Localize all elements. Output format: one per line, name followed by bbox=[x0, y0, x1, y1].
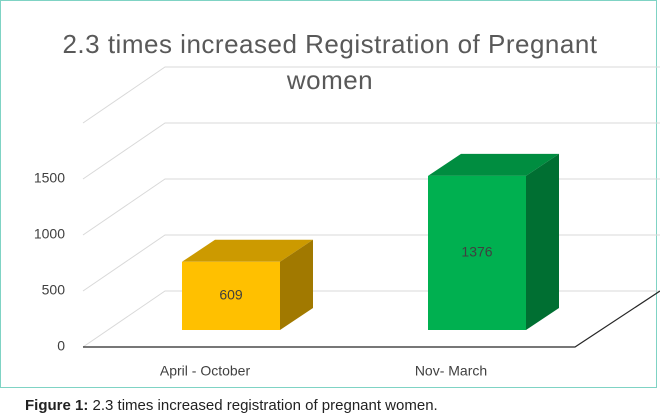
caption-label: Figure 1: bbox=[25, 397, 89, 414]
value-label: 609 bbox=[219, 287, 243, 303]
caption-text: 2.3 times increased registration of preg… bbox=[92, 397, 438, 414]
grid-line bbox=[82, 122, 660, 180]
chart: 0 500 1000 1500 609 April - October 1376 Nov- M… bbox=[34, 66, 660, 379]
value-label: 1376 bbox=[461, 244, 492, 260]
grid-line bbox=[82, 234, 660, 292]
bar bbox=[428, 175, 526, 330]
bar-top bbox=[182, 239, 313, 262]
floor-edge bbox=[83, 290, 660, 348]
x-tick-label: Nov- March bbox=[415, 363, 487, 379]
bar-side bbox=[526, 153, 559, 330]
bar-side bbox=[280, 239, 313, 330]
chart-title: 2.3 times increased Registration of Preg… bbox=[62, 29, 598, 95]
y-tick-label: 1500 bbox=[34, 170, 65, 186]
x-tick-label: April - October bbox=[160, 363, 251, 379]
grid-line bbox=[82, 290, 660, 348]
bar-top bbox=[428, 153, 559, 176]
grid-line bbox=[82, 178, 660, 236]
y-tick-label: 0 bbox=[57, 338, 65, 354]
caption: Figure 1: 2.3 times increased registrati… bbox=[25, 397, 438, 414]
y-tick-label: 1000 bbox=[34, 226, 65, 242]
grid-line bbox=[82, 66, 660, 124]
bar bbox=[182, 261, 280, 330]
y-tick-label: 500 bbox=[42, 282, 66, 298]
chart-frame bbox=[0, 0, 657, 388]
